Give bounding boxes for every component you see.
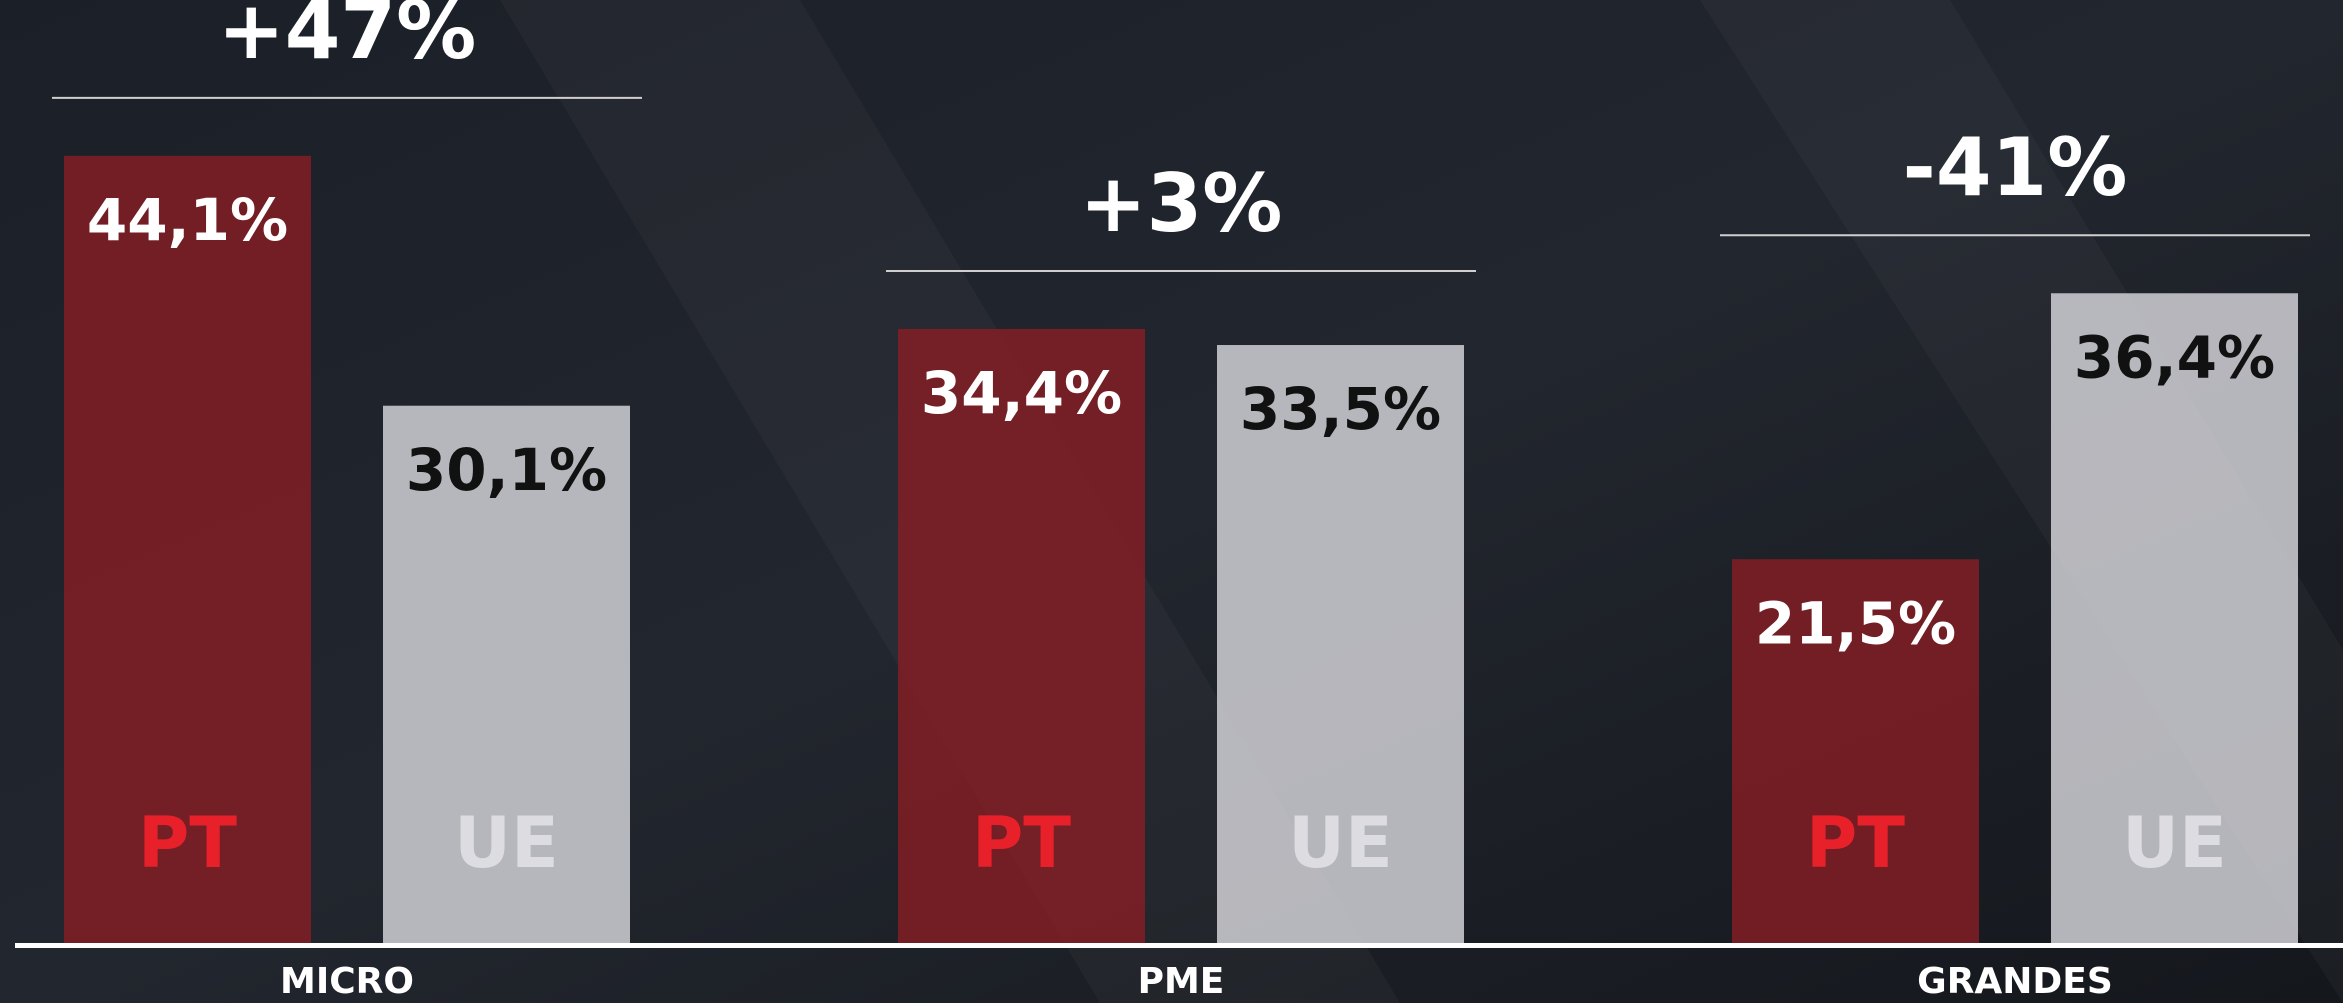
annotation: +47%: [218, 0, 477, 77]
bar: [1217, 345, 1464, 943]
category-label: PME: [1138, 961, 1225, 1002]
bar: [64, 155, 311, 943]
annotation: +3%: [1080, 157, 1283, 250]
bar: [898, 328, 1145, 944]
series-name: UE: [1288, 802, 1393, 884]
series-name: PT: [972, 802, 1071, 884]
value-label: 36,4%: [2074, 323, 2275, 391]
value-label: 33,5%: [1240, 375, 1441, 443]
bar: [2051, 293, 2298, 943]
category-label: GRANDES: [1917, 961, 2113, 1002]
value-label: 44,1%: [87, 186, 288, 254]
value-label: 34,4%: [921, 359, 1122, 427]
series-name: PT: [1806, 802, 1905, 884]
series-name: UE: [2122, 802, 2227, 884]
series-name: UE: [454, 802, 559, 884]
baseline: [15, 943, 2343, 948]
bar: [1732, 559, 1979, 943]
series-name: PT: [138, 802, 237, 884]
annotation: -41%: [1903, 121, 2128, 214]
category-label: MICRO: [280, 961, 414, 1002]
value-label: 30,1%: [406, 436, 607, 504]
value-label: 21,5%: [1755, 589, 1956, 657]
bar: [383, 405, 630, 944]
